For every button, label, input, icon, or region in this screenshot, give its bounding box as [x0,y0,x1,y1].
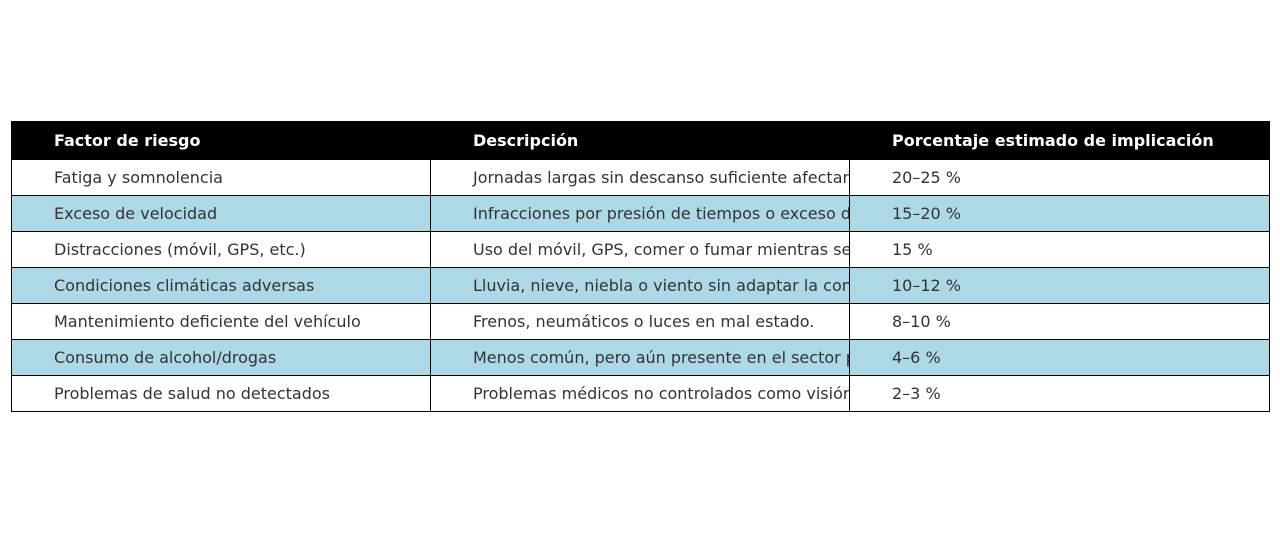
table-row: Fatiga y somnolencia Jornadas largas sin… [11,159,1270,196]
cell-percentage: 15 % [849,231,1270,268]
cell-risk-factor: Exceso de velocidad [11,195,431,232]
cell-description: Menos común, pero aún presente en el sec… [430,339,850,376]
cell-risk-factor: Mantenimiento deficiente del vehículo [11,303,431,340]
cell-description: Problemas médicos no controlados como vi… [430,375,850,412]
header-percentage: Porcentaje estimado de implicación [849,121,1270,160]
risk-factors-table: Factor de riesgo Descripción Porcentaje … [11,121,1270,412]
cell-risk-factor: Problemas de salud no detectados [11,375,431,412]
table-row: Exceso de velocidad Infracciones por pre… [11,195,1270,232]
cell-percentage: 2–3 % [849,375,1270,412]
table-row: Problemas de salud no detectados Problem… [11,375,1270,412]
table-row: Mantenimiento deficiente del vehículo Fr… [11,303,1270,340]
risk-factors-table-container: Factor de riesgo Descripción Porcentaje … [11,121,1270,412]
cell-percentage: 20–25 % [849,159,1270,196]
cell-description: Jornadas largas sin descanso suficiente … [430,159,850,196]
cell-risk-factor: Condiciones climáticas adversas [11,267,431,304]
table-row: Consumo de alcohol/drogas Menos común, p… [11,339,1270,376]
cell-risk-factor: Distracciones (móvil, GPS, etc.) [11,231,431,268]
cell-risk-factor: Fatiga y somnolencia [11,159,431,196]
cell-percentage: 4–6 % [849,339,1270,376]
cell-percentage: 10–12 % [849,267,1270,304]
cell-description: Lluvia, nieve, niebla o viento sin adapt… [430,267,850,304]
header-description: Descripción [430,121,850,160]
cell-description: Frenos, neumáticos o luces en mal estado… [430,303,850,340]
table-row: Condiciones climáticas adversas Lluvia, … [11,267,1270,304]
cell-risk-factor: Consumo de alcohol/drogas [11,339,431,376]
cell-description: Infracciones por presión de tiempos o ex… [430,195,850,232]
cell-percentage: 8–10 % [849,303,1270,340]
cell-percentage: 15–20 % [849,195,1270,232]
cell-description: Uso del móvil, GPS, comer o fumar mientr… [430,231,850,268]
table-header-row: Factor de riesgo Descripción Porcentaje … [11,121,1270,160]
header-risk-factor: Factor de riesgo [11,121,431,160]
table-row: Distracciones (móvil, GPS, etc.) Uso del… [11,231,1270,268]
